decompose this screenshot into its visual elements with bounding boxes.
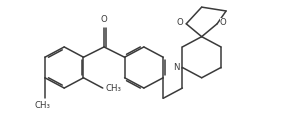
Text: O: O <box>101 15 107 24</box>
Text: CH₃: CH₃ <box>35 101 51 110</box>
Text: O: O <box>177 18 184 27</box>
Text: CH₃: CH₃ <box>105 84 121 93</box>
Text: N: N <box>173 63 179 72</box>
Text: O: O <box>220 18 226 27</box>
